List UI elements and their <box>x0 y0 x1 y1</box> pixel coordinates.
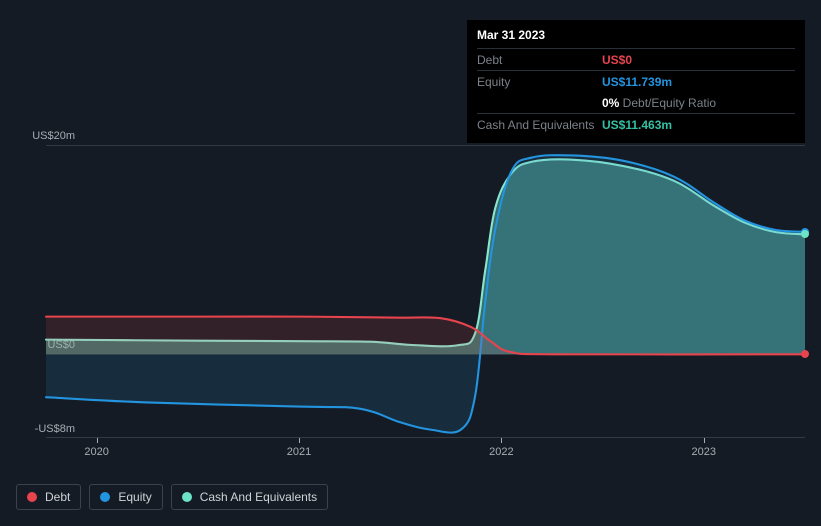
tooltip-label: Equity <box>477 75 602 89</box>
tooltip-row-ratio: 0% Debt/Equity Ratio <box>477 92 795 113</box>
chart-legend: Debt Equity Cash And Equivalents <box>16 484 328 510</box>
legend-swatch-debt <box>27 492 37 502</box>
y-axis-label: US$20m <box>20 130 75 142</box>
chart-svg <box>16 145 805 438</box>
x-axis-label: 2023 <box>692 446 716 458</box>
legend-label: Cash And Equivalents <box>200 490 317 504</box>
legend-swatch-equity <box>100 492 110 502</box>
legend-label: Debt <box>45 490 70 504</box>
x-axis-tick <box>704 438 705 443</box>
ratio-value: 0% <box>602 96 619 110</box>
ratio-suffix: Debt/Equity Ratio <box>619 96 716 110</box>
tooltip-label: Cash And Equivalents <box>477 118 602 132</box>
series-end-marker <box>801 230 809 238</box>
tooltip-label <box>477 96 602 110</box>
tooltip-row-debt: Debt US$0 <box>477 48 795 70</box>
tooltip-value: 0% Debt/Equity Ratio <box>602 96 716 110</box>
tooltip-date: Mar 31 2023 <box>477 28 795 48</box>
x-axis-tick <box>299 438 300 443</box>
x-axis-label: 2022 <box>489 446 513 458</box>
legend-label: Equity <box>118 490 151 504</box>
series-end-marker <box>801 350 809 358</box>
tooltip-label: Debt <box>477 53 602 67</box>
x-axis-tick <box>97 438 98 443</box>
chart-container: Mar 31 2023 Debt US$0 Equity US$11.739m … <box>0 0 821 526</box>
chart-tooltip: Mar 31 2023 Debt US$0 Equity US$11.739m … <box>467 20 805 143</box>
x-axis-label: 2020 <box>84 446 108 458</box>
x-axis-label: 2021 <box>287 446 311 458</box>
tooltip-value: US$0 <box>602 53 632 67</box>
x-axis-tick <box>501 438 502 443</box>
legend-swatch-cash <box>182 492 192 502</box>
tooltip-row-cash: Cash And Equivalents US$11.463m <box>477 113 795 135</box>
legend-item-equity[interactable]: Equity <box>89 484 162 510</box>
tooltip-value: US$11.739m <box>602 75 672 89</box>
chart-plot-area[interactable] <box>16 145 805 438</box>
tooltip-row-equity: Equity US$11.739m <box>477 70 795 92</box>
legend-item-debt[interactable]: Debt <box>16 484 81 510</box>
tooltip-value: US$11.463m <box>602 118 672 132</box>
legend-item-cash[interactable]: Cash And Equivalents <box>171 484 328 510</box>
